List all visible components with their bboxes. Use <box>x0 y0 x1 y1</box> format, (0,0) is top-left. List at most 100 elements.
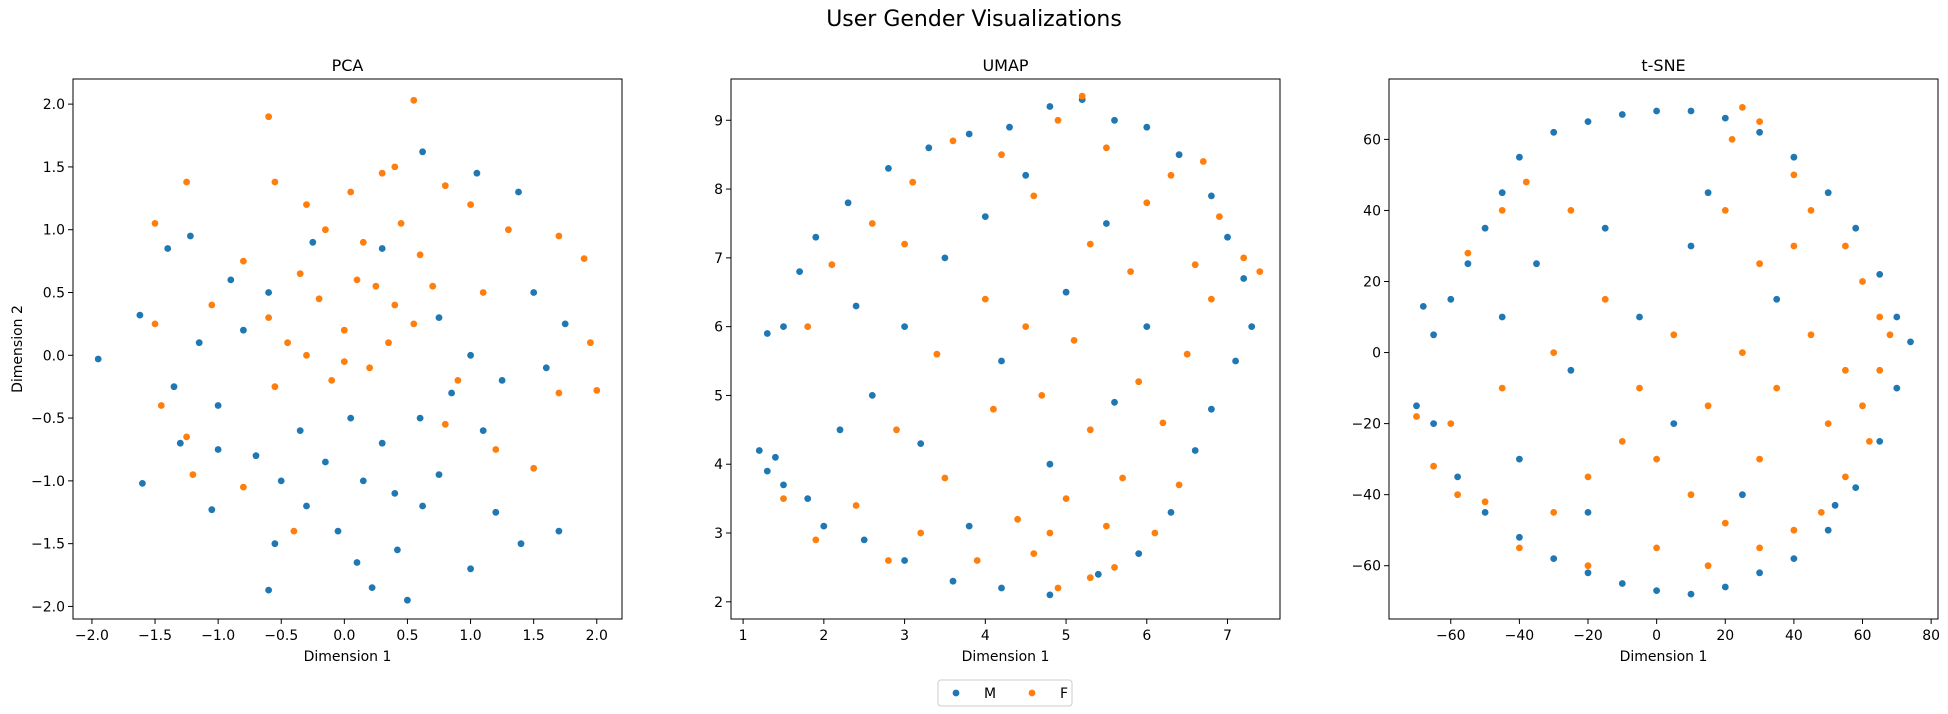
umap-series-f <box>780 92 1264 592</box>
scatter-point <box>593 387 601 394</box>
scatter-point <box>1756 260 1763 268</box>
scatter-point <box>1119 474 1126 482</box>
scatter-point <box>1831 501 1839 509</box>
scatter-point <box>429 282 437 290</box>
y-tick-label: −60 <box>1351 559 1381 575</box>
scatter-point <box>1739 104 1746 111</box>
scatter-point <box>1790 242 1798 250</box>
scatter-point <box>917 440 925 447</box>
scatter-point <box>240 483 247 491</box>
scatter-point <box>780 481 787 489</box>
scatter-point <box>240 326 247 334</box>
scatter-point <box>265 113 272 121</box>
scatter-point <box>796 268 803 275</box>
scatter-point <box>1687 242 1695 250</box>
scatter-point <box>1030 192 1038 200</box>
x-tick-label: 40 <box>1785 628 1803 644</box>
scatter-point <box>1167 171 1175 179</box>
scatter-point <box>1852 224 1860 232</box>
scatter-point <box>949 577 957 585</box>
x-tick-label: −1.5 <box>138 628 172 644</box>
scatter-point <box>1653 544 1660 552</box>
scatter-point <box>1481 224 1489 232</box>
legend-entry-m: M <box>952 686 996 702</box>
scatter-point <box>1224 233 1231 241</box>
scatter-point <box>1886 331 1894 339</box>
scatter-point <box>385 339 392 347</box>
y-tick-label: 0.0 <box>43 348 65 364</box>
scatter-point <box>187 232 194 240</box>
scatter-point <box>1062 288 1070 296</box>
scatter-point <box>772 453 779 461</box>
scatter-point <box>1046 529 1054 537</box>
y-tick-label: 1.0 <box>43 223 65 239</box>
scatter-point <box>183 433 191 441</box>
scatter-point <box>885 165 892 172</box>
scatter-point <box>1419 303 1427 310</box>
scatter-point <box>322 458 329 466</box>
scatter-point <box>265 586 272 594</box>
scatter-point <box>1636 384 1643 392</box>
x-tick-label: 80 <box>1922 628 1940 644</box>
chart-umap: 1 2 3 4 5 6 7 2 3 4 5 6 7 8 9 UMAP Dimension 1 <box>714 56 1281 665</box>
y-tick-label: 4 <box>714 457 723 473</box>
scatter-point <box>555 527 563 535</box>
scatter-point <box>1240 275 1248 282</box>
scatter-point <box>1756 118 1763 125</box>
chart-panels: −2.0 −1.5 −1.0 −0.5 0.0 0.5 1.0 1.5 2.0 −2.0 −1.5 −… <box>10 56 1940 665</box>
scatter-point <box>1481 509 1489 516</box>
scatter-point <box>1773 295 1781 303</box>
scatter-point <box>1522 178 1530 186</box>
scatter-point <box>1516 153 1523 161</box>
scatter-point <box>780 495 787 502</box>
scatter-point <box>1175 481 1183 489</box>
scatter-point <box>1199 158 1207 165</box>
scatter-point <box>139 480 146 487</box>
scatter-point <box>1584 562 1592 570</box>
scatter-point <box>998 151 1005 159</box>
scatter-point <box>164 245 172 252</box>
scatter-point <box>378 169 386 177</box>
y-tick-label: 0 <box>1372 346 1381 362</box>
scatter-point <box>170 383 178 391</box>
scatter-point <box>1842 473 1849 481</box>
scatter-point <box>227 276 235 284</box>
scatter-point <box>828 261 836 269</box>
scatter-point <box>1430 462 1437 470</box>
scatter-point <box>587 339 594 347</box>
scatter-point <box>925 144 933 152</box>
scatter-point <box>1159 419 1167 427</box>
scatter-point <box>530 464 538 472</box>
scatter-point <box>1876 271 1884 278</box>
y-tick-label: 6 <box>714 320 723 336</box>
scatter-point <box>1464 260 1472 268</box>
y-tick-label: 2.0 <box>43 97 65 113</box>
scatter-point <box>1567 207 1575 214</box>
scatter-point <box>151 220 159 227</box>
x-tick-label: 20 <box>1716 628 1734 644</box>
scatter-point <box>1653 455 1660 463</box>
scatter-point <box>981 213 989 221</box>
chart-pca: −2.0 −1.5 −1.0 −0.5 0.0 0.5 1.0 1.5 2.0 −2.0 −1.5 −… <box>10 56 623 665</box>
scatter-point <box>1014 515 1021 523</box>
scatter-point <box>467 351 474 359</box>
figure-title: User Gender Visualizations <box>826 7 1122 32</box>
scatter-point <box>1756 569 1763 577</box>
scatter-point <box>1498 189 1506 197</box>
scatter-point <box>1704 562 1712 570</box>
scatter-point <box>1756 128 1763 136</box>
scatter-point <box>893 426 900 434</box>
scatter-point <box>1687 590 1695 598</box>
y-tick-label: 2 <box>714 595 723 611</box>
scatter-point <box>1447 295 1455 303</box>
umap-frame <box>730 78 1281 620</box>
scatter-point <box>1907 338 1914 346</box>
scatter-point <box>1111 116 1118 124</box>
scatter-point <box>561 320 569 328</box>
y-tick-label: 3 <box>714 526 723 542</box>
scatter-point <box>1790 171 1798 179</box>
scatter-point <box>812 233 820 241</box>
scatter-point <box>492 508 500 516</box>
scatter-point <box>284 339 291 347</box>
scatter-point <box>1584 569 1592 577</box>
